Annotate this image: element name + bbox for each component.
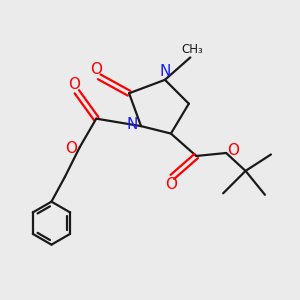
Text: N: N <box>159 64 171 79</box>
Text: O: O <box>227 142 239 158</box>
Text: O: O <box>68 77 80 92</box>
Text: O: O <box>65 141 77 156</box>
Text: CH₃: CH₃ <box>181 44 203 56</box>
Text: N: N <box>127 117 138 132</box>
Text: O: O <box>90 62 102 77</box>
Text: O: O <box>165 177 177 192</box>
